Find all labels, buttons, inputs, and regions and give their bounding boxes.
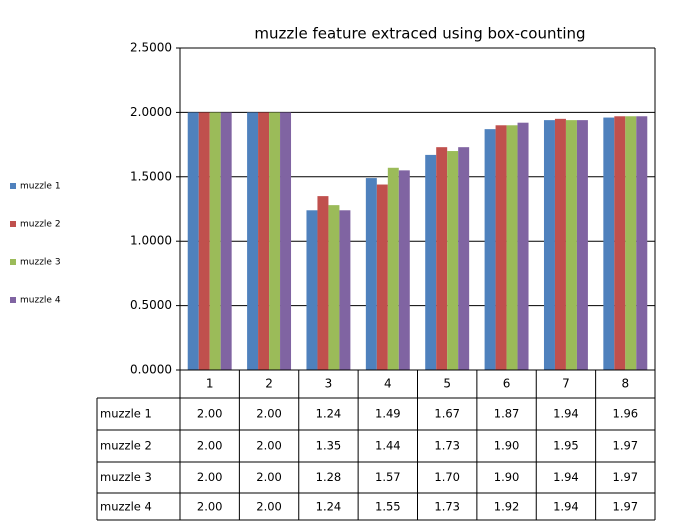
- bar: [614, 116, 626, 370]
- y-tick-label: 1.0000: [130, 234, 172, 248]
- bar: [306, 210, 318, 370]
- legend-label: muzzle 4: [20, 296, 61, 306]
- bar: [398, 170, 410, 370]
- table-row-label: muzzle 4: [100, 500, 152, 514]
- bar: [495, 125, 507, 370]
- table-cell: 1.87: [494, 407, 520, 421]
- bar: [506, 125, 518, 370]
- x-tick-label: 8: [621, 377, 629, 391]
- y-tick-label: 0.5000: [130, 298, 172, 312]
- legend-swatch: [10, 259, 16, 265]
- bar: [365, 178, 377, 370]
- table-cell: 1.94: [553, 500, 579, 514]
- legend-swatch: [10, 297, 16, 303]
- bar: [603, 117, 615, 370]
- x-tick-label: 5: [443, 377, 451, 391]
- bar: [317, 196, 329, 370]
- bar: [387, 167, 399, 370]
- legend-label: muzzle 1: [20, 182, 61, 192]
- bar: [625, 116, 637, 370]
- bar: [258, 112, 270, 371]
- table-cell: 1.28: [316, 470, 342, 484]
- y-tick-label: 1.5000: [130, 169, 172, 183]
- bar: [447, 151, 459, 370]
- table-cell: 1.97: [613, 470, 639, 484]
- legend-swatch: [10, 221, 16, 227]
- bar: [209, 112, 221, 371]
- table-cell: 2.00: [197, 470, 223, 484]
- table-cell: 1.35: [316, 439, 342, 453]
- x-tick-label: 3: [325, 377, 333, 391]
- table-row-label: muzzle 3: [100, 470, 152, 484]
- table-cell: 1.44: [375, 439, 401, 453]
- table-cell: 1.95: [553, 439, 579, 453]
- table-cell: 1.67: [434, 407, 460, 421]
- x-tick-label: 2: [265, 377, 273, 391]
- bar: [280, 112, 292, 371]
- table-cell: 1.97: [613, 500, 639, 514]
- table-cell: 1.24: [316, 500, 342, 514]
- table-cell: 1.73: [434, 500, 460, 514]
- table-cell: 2.00: [256, 407, 282, 421]
- table-cell: 2.00: [197, 500, 223, 514]
- legend-label: muzzle 2: [20, 220, 61, 230]
- bar: [247, 112, 259, 371]
- bar: [436, 147, 448, 370]
- table-cell: 1.57: [375, 470, 401, 484]
- table-cell: 1.24: [316, 407, 342, 421]
- table-row-label: muzzle 1: [100, 407, 152, 421]
- table-cell: 1.90: [494, 439, 520, 453]
- x-tick-label: 7: [562, 377, 570, 391]
- bar: [187, 112, 199, 371]
- bar: [425, 154, 437, 370]
- y-tick-label: 2.5000: [130, 41, 172, 55]
- table-cell: 2.00: [197, 407, 223, 421]
- bar: [328, 205, 340, 370]
- legend-swatch: [10, 183, 16, 189]
- bar: [220, 112, 232, 371]
- table-cell: 1.94: [553, 470, 579, 484]
- bar: [517, 122, 529, 370]
- bar: [554, 118, 566, 370]
- table-cell: 1.70: [434, 470, 460, 484]
- x-tick-label: 4: [384, 377, 392, 391]
- table-cell: 2.00: [256, 500, 282, 514]
- table-cell: 1.49: [375, 407, 401, 421]
- table-cell: 1.90: [494, 470, 520, 484]
- table-cell: 2.00: [256, 470, 282, 484]
- bar: [376, 184, 388, 370]
- legend-label: muzzle 3: [20, 258, 61, 268]
- bar: [576, 120, 588, 371]
- bar: [198, 112, 210, 371]
- bar: [543, 120, 555, 371]
- bar: [269, 112, 281, 371]
- table-cell: 1.55: [375, 500, 401, 514]
- x-tick-label: 1: [206, 377, 214, 391]
- bar: [458, 147, 470, 370]
- table-cell: 1.92: [494, 500, 520, 514]
- table-cell: 1.73: [434, 439, 460, 453]
- table-cell: 1.94: [553, 407, 579, 421]
- x-tick-label: 6: [503, 377, 511, 391]
- y-tick-label: 0.0000: [130, 363, 172, 377]
- table-cell: 2.00: [197, 439, 223, 453]
- chart-title: muzzle feature extraced using box-counti…: [254, 25, 585, 43]
- table-cell: 2.00: [256, 439, 282, 453]
- table-row-label: muzzle 2: [100, 439, 152, 453]
- bar: [484, 129, 496, 370]
- table-cell: 1.96: [613, 407, 639, 421]
- bar: [565, 120, 577, 371]
- bar: [636, 116, 648, 370]
- bar: [339, 210, 351, 370]
- table-cell: 1.97: [613, 439, 639, 453]
- y-tick-label: 2.0000: [130, 105, 172, 119]
